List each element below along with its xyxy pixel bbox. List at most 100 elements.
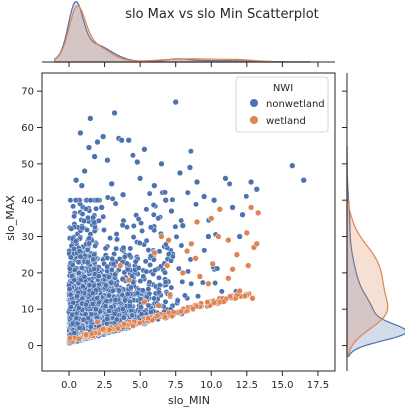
- cloud-point: [80, 316, 87, 323]
- y-tick-label: 70: [21, 87, 34, 98]
- cloud-point: [111, 310, 118, 317]
- cloud-point: [104, 263, 111, 270]
- cloud-point: [130, 234, 137, 241]
- data-point: [225, 237, 232, 244]
- cloud-point: [67, 304, 74, 310]
- cloud-point-wetland: [170, 309, 177, 316]
- cloud-point: [150, 211, 157, 218]
- legend: NWI nonwetland wetland: [235, 76, 329, 133]
- cloud-point: [104, 255, 111, 261]
- cloud-point: [77, 253, 84, 260]
- data-point: [77, 129, 84, 137]
- cloud-point: [84, 247, 91, 253]
- cloud-point: [91, 219, 98, 226]
- cloud-point: [72, 238, 79, 245]
- data-point: [168, 207, 175, 215]
- data-point: [85, 144, 93, 151]
- cloud-point: [188, 280, 195, 287]
- data-point: [192, 255, 199, 262]
- y-tick-label: 0: [28, 341, 34, 352]
- cloud-point: [168, 284, 175, 291]
- plot-frame: [41, 72, 336, 372]
- x-tick-label: 10.0: [200, 380, 222, 391]
- cloud-point: [145, 302, 152, 309]
- cloud-point: [138, 311, 145, 318]
- cloud-point: [143, 268, 150, 275]
- cloud-point: [109, 255, 116, 262]
- cloud-point: [150, 202, 157, 208]
- cloud-point-wetland: [114, 325, 121, 332]
- cloud-point: [174, 297, 181, 304]
- y-tick-label: 50: [21, 159, 34, 170]
- cloud-point: [185, 268, 192, 275]
- data-point: [81, 167, 88, 175]
- cloud-point: [92, 242, 99, 249]
- cloud-point: [162, 279, 169, 286]
- data-point: [100, 133, 107, 140]
- y-tick-label: 10: [21, 305, 34, 316]
- cloud-point: [73, 315, 80, 322]
- cloud-point: [178, 217, 185, 224]
- cloud-point: [138, 304, 144, 311]
- cloud-point: [76, 324, 83, 331]
- data-point: [94, 318, 101, 326]
- cloud-point-wetland: [227, 293, 233, 300]
- data-point: [255, 209, 262, 217]
- data-point: [72, 177, 80, 184]
- data-point: [151, 249, 158, 257]
- y-axis-label: slo_MAX: [4, 195, 17, 241]
- data-point: [225, 275, 232, 282]
- cloud-point: [151, 295, 158, 302]
- x-tick-label: 7.5: [168, 380, 184, 391]
- data-point: [222, 175, 229, 182]
- cloud-point-wetland: [129, 322, 136, 329]
- cloud-point: [124, 266, 131, 273]
- cloud-point: [142, 258, 149, 265]
- cloud-point: [147, 224, 154, 231]
- cloud-point-wetland: [242, 292, 248, 299]
- cloud-point: [89, 290, 96, 297]
- data-point: [300, 177, 307, 184]
- cloud-point: [110, 260, 117, 267]
- data-point: [216, 206, 223, 213]
- x-axis-label: slo_MIN: [168, 394, 210, 407]
- cloud-point: [134, 290, 141, 297]
- cloud-point: [72, 197, 79, 204]
- data-point: [151, 182, 158, 189]
- cloud-point: [81, 273, 88, 280]
- data-point: [205, 233, 212, 240]
- data-point: [236, 233, 243, 240]
- cloud-point: [112, 296, 119, 303]
- cloud-point: [139, 287, 146, 294]
- data-point: [179, 269, 186, 277]
- cloud-point-wetland: [211, 299, 218, 306]
- x-tick-label: 5.0: [132, 380, 148, 391]
- cloud-point: [168, 257, 174, 264]
- data-point: [229, 204, 236, 211]
- data-point: [134, 158, 141, 166]
- x-tick-label: 12.5: [236, 380, 258, 391]
- x-tick-label: 0.0: [61, 380, 77, 391]
- cloud-point: [68, 225, 75, 232]
- cloud-point: [111, 271, 118, 278]
- cloud-point: [212, 280, 219, 286]
- data-point: [158, 160, 165, 168]
- cloud-point: [86, 240, 93, 247]
- cloud-point: [82, 301, 89, 308]
- data-point: [104, 157, 111, 164]
- data-point: [98, 204, 105, 211]
- top-marginal-kde: [42, 0, 335, 63]
- y-axis-ticks: 0 10 20 30 40 50 60 70: [21, 87, 347, 352]
- cloud-point: [94, 295, 101, 302]
- cloud-point: [162, 269, 168, 276]
- data-point: [196, 273, 204, 280]
- data-point: [119, 191, 127, 198]
- x-tick-label: 17.5: [307, 380, 329, 391]
- cloud-point: [79, 211, 86, 217]
- cloud-point: [102, 303, 109, 310]
- cloud-point: [75, 270, 82, 276]
- cloud-point: [119, 276, 126, 283]
- cloud-point: [152, 267, 158, 274]
- cloud-point: [156, 289, 163, 296]
